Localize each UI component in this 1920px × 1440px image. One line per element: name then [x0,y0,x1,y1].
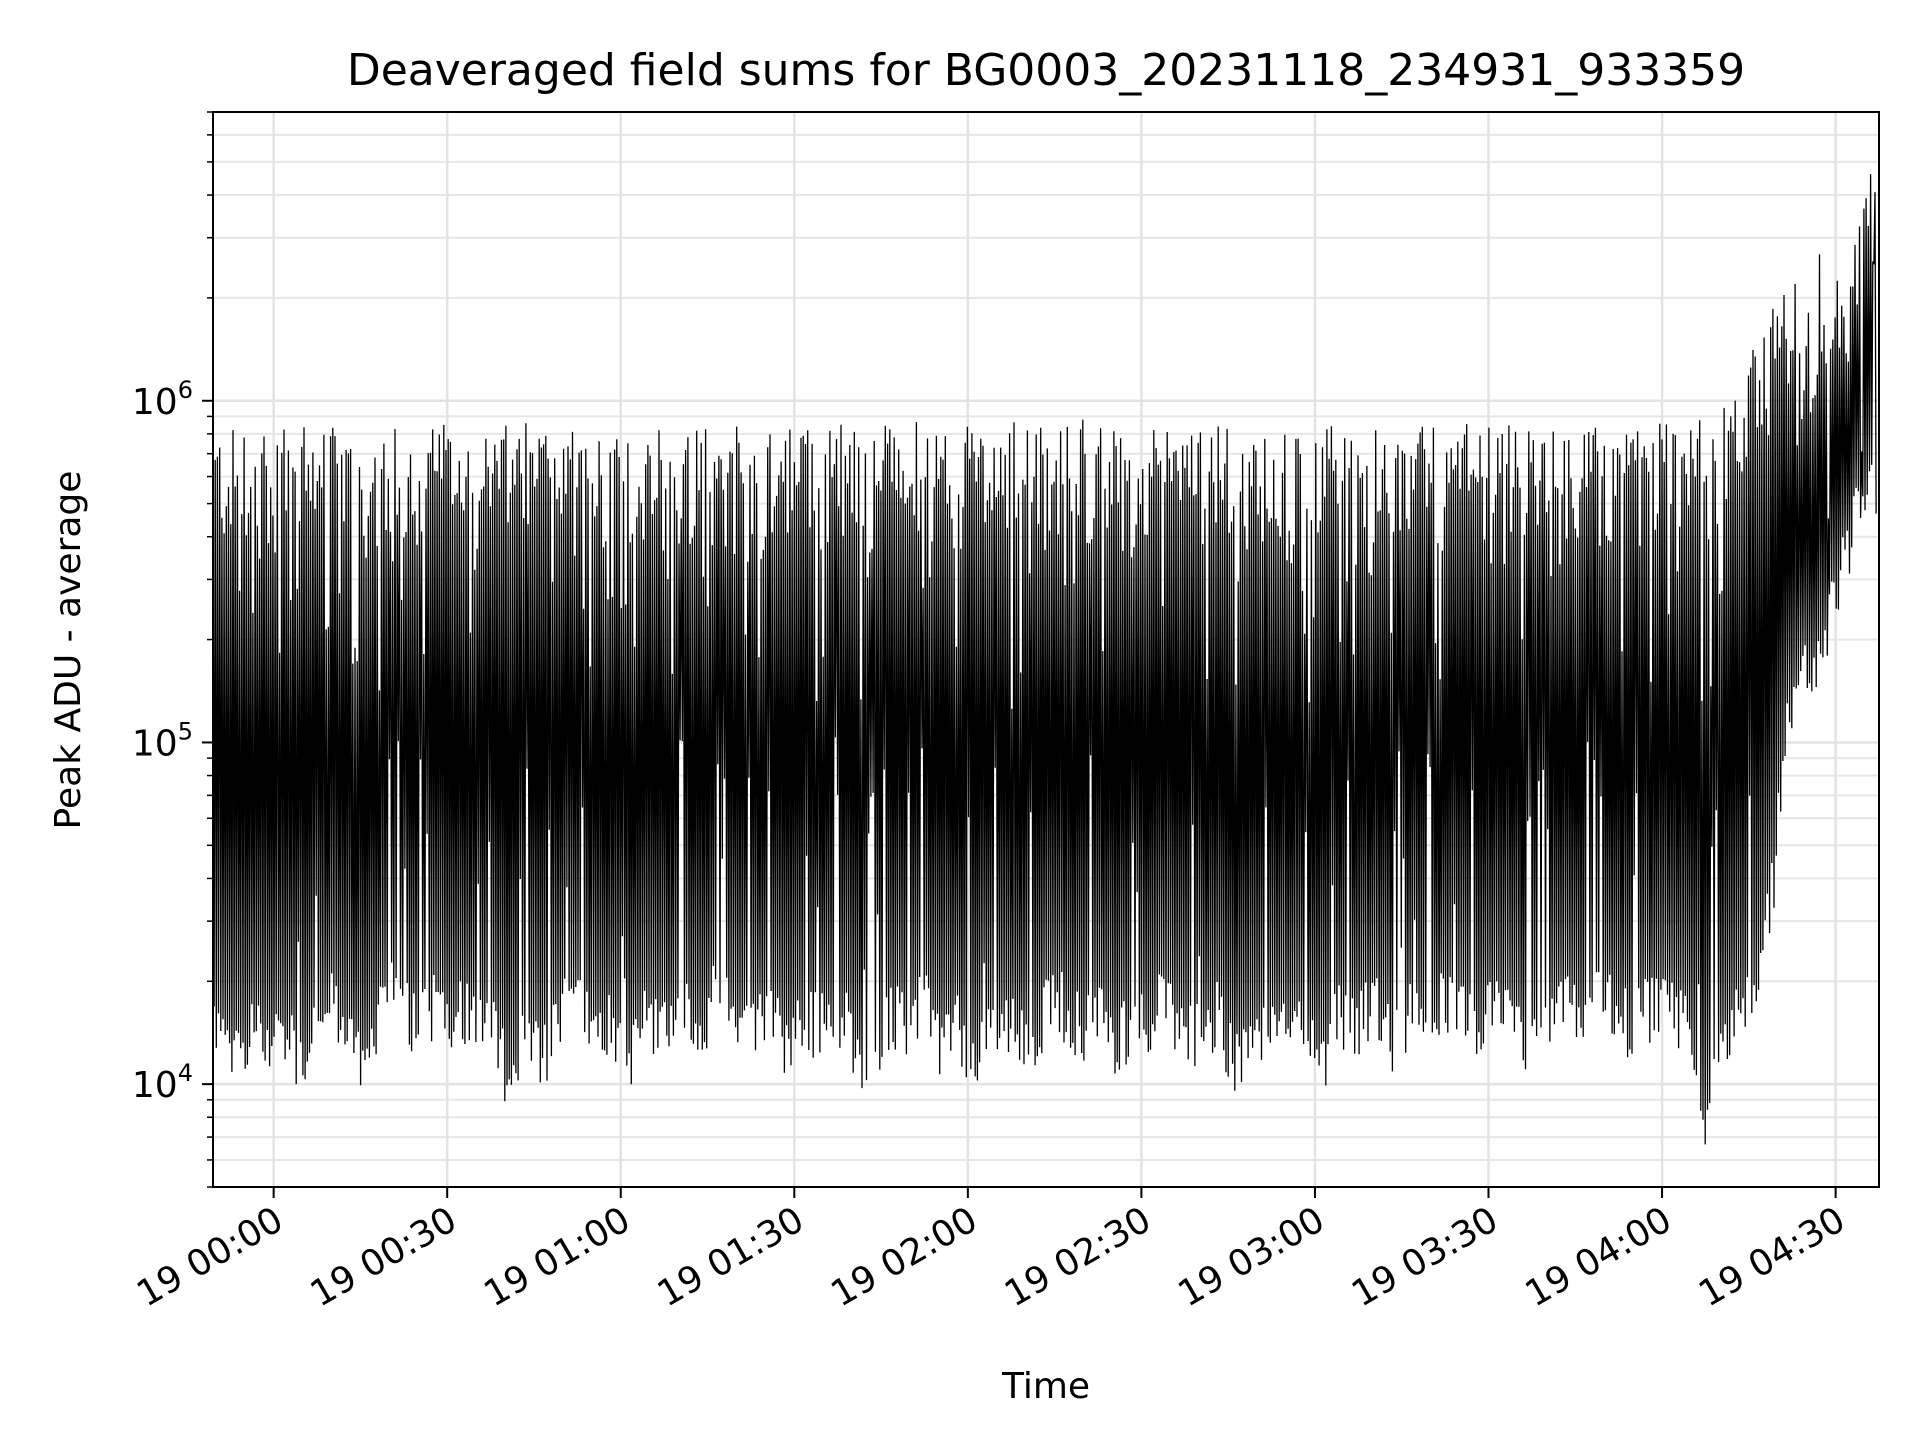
y-tick-label: 104 [132,1059,193,1106]
plot-frame [212,111,1880,1188]
y-tick-label: 106 [132,376,193,423]
series [212,174,1877,1145]
x-axis-label: Time [1001,1366,1090,1407]
series-line [212,174,1877,1145]
chart-title: Deaveraged field sums for BG0003_2023111… [347,45,1745,96]
y-axis-ticks: 104 105 106 [132,111,213,1188]
y-tick-label: 105 [132,717,193,764]
y-axis-label: Peak ADU - average [48,471,89,830]
